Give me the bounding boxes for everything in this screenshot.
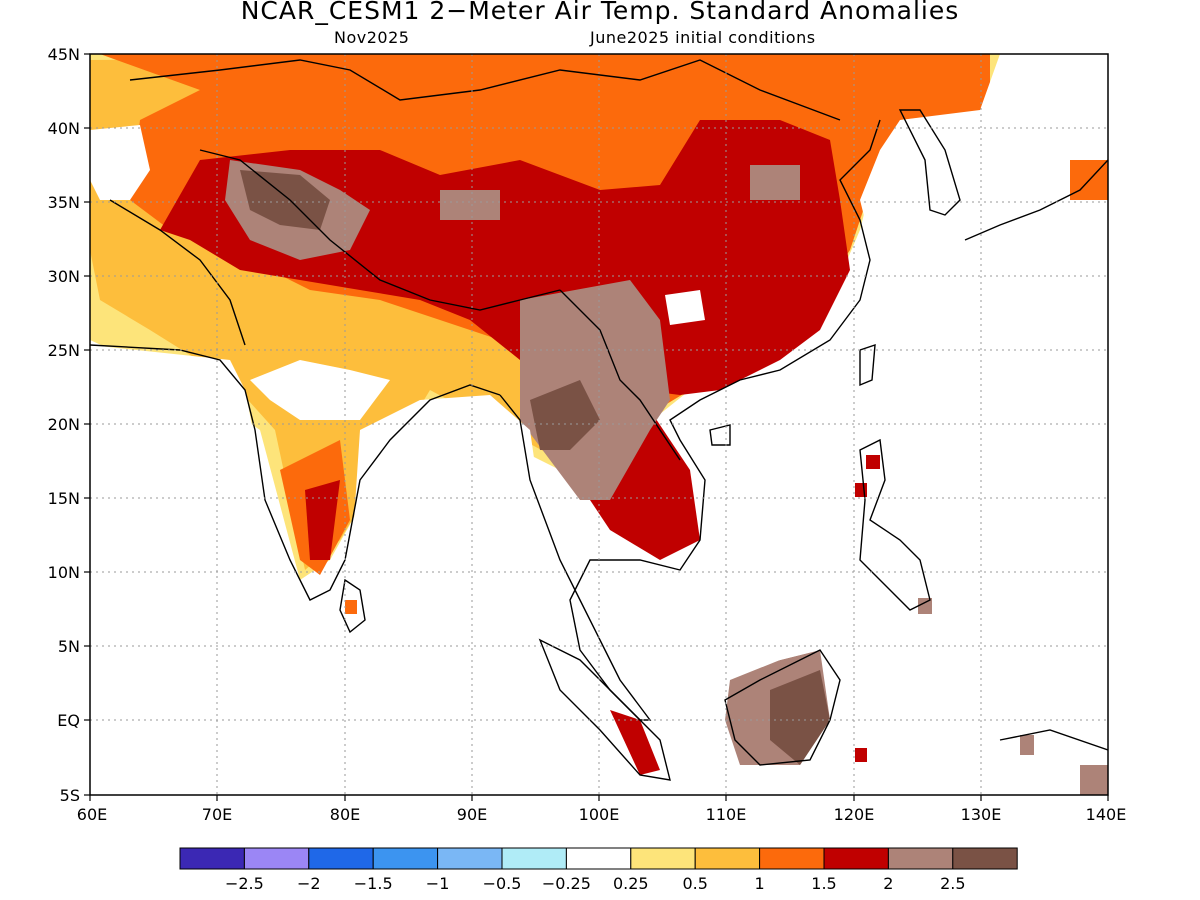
anomaly-cell-srilanka xyxy=(345,600,357,614)
colorbar-box-7 xyxy=(565,847,632,870)
coastline-korea xyxy=(898,109,961,216)
anomaly-region-light-brown-china xyxy=(750,165,800,200)
initial-conditions: June2025 initial conditions xyxy=(590,28,816,47)
ocean-mask-south-china-sea xyxy=(690,380,880,670)
anomaly-cell-sulawesi xyxy=(855,748,867,762)
colorbar xyxy=(179,847,1018,870)
coastline-india xyxy=(90,344,501,601)
forecast-month: Nov2025 xyxy=(334,28,410,47)
lat-label-30n: 30N xyxy=(48,267,80,286)
colorbar-label-1: −2.5 xyxy=(225,874,264,893)
colorbar-box-5 xyxy=(437,847,503,870)
lat-label-45n: 45N xyxy=(48,45,80,64)
lat-label-5n: 5N xyxy=(58,637,80,656)
ocean-mask-arabian-sea xyxy=(90,345,310,600)
lat-label-35n: 35N xyxy=(48,193,80,212)
coastline-philippines xyxy=(859,438,931,611)
map-title: NCAR_CESM1 2−Meter Air Temp. Standard An… xyxy=(240,0,960,25)
colorbar-label-10: 1.5 xyxy=(811,874,836,893)
anomaly-field xyxy=(90,54,1108,795)
anomaly-region-dark-brown xyxy=(240,170,330,230)
lon-label-80e: 80E xyxy=(330,805,360,824)
lon-axis-labels: 60E 70E 80E 90E 100E 110E 120E 130E 140E xyxy=(77,805,1127,824)
border-pakistan xyxy=(109,199,246,346)
colorbar-box-8 xyxy=(630,847,696,870)
colorbar-label-2: −2 xyxy=(297,874,321,893)
colorbar-box-4 xyxy=(372,847,439,870)
lat-label-25n: 25N xyxy=(48,341,80,360)
coastline-japan xyxy=(964,159,1108,241)
lat-label-15n: 15N xyxy=(48,489,80,508)
anomaly-region-white-china xyxy=(665,290,705,325)
colorbar-label-11: 2 xyxy=(883,874,893,893)
lon-label-90e: 90E xyxy=(457,805,487,824)
coastline-hainan xyxy=(709,424,731,446)
colorbar-box-11 xyxy=(823,847,889,870)
lon-label-60e: 60E xyxy=(77,805,107,824)
lat-axis-labels: 45N 40N 35N 30N 25N 20N 15N 10N 5N EQ 5S xyxy=(48,45,80,805)
colorbar-label-7: 0.25 xyxy=(613,874,649,893)
colorbar-box-3 xyxy=(308,847,374,870)
colorbar-label-6: −0.25 xyxy=(542,874,591,893)
colorbar-box-10 xyxy=(759,847,825,870)
colorbar-labels: −2.5 −2 −1.5 −1 −0.5 −0.25 0.25 0.5 1 1.… xyxy=(225,874,966,893)
tick-marks xyxy=(84,53,1109,801)
colorbar-box-2 xyxy=(243,847,310,870)
colorbar-label-9: 1 xyxy=(755,874,765,893)
lat-label-40n: 40N xyxy=(48,119,80,138)
anomaly-cell-mindanao xyxy=(918,598,932,614)
colorbar-label-8: 0.5 xyxy=(682,874,707,893)
lon-label-120e: 120E xyxy=(834,805,875,824)
coastline-taiwan xyxy=(859,343,876,387)
colorbar-label-4: −1 xyxy=(426,874,450,893)
lat-label-5s: 5S xyxy=(60,786,80,805)
coastline-indochina xyxy=(499,119,881,721)
colorbar-label-12: 2.5 xyxy=(940,874,965,893)
border-indochina xyxy=(559,289,681,461)
anomaly-cell-luzon xyxy=(866,455,880,469)
border-china-north xyxy=(129,59,841,121)
anomaly-cell-philippines xyxy=(855,483,867,497)
anomaly-region-dark-brown-indochina xyxy=(530,380,600,450)
coastline-sumatra xyxy=(538,638,671,781)
anomaly-region-white-west xyxy=(90,125,150,200)
lon-label-140e: 140E xyxy=(1086,805,1127,824)
colorbar-box-13 xyxy=(952,847,1018,870)
coastline-newguinea xyxy=(999,729,1108,751)
lon-label-70e: 70E xyxy=(202,805,232,824)
colorbar-box-12 xyxy=(887,847,954,870)
anomaly-region-light-brown-tibet xyxy=(440,190,500,220)
lat-label-10n: 10N xyxy=(48,563,80,582)
anomaly-region-red-sumatra xyxy=(610,710,660,775)
colorbar-box-9 xyxy=(694,847,761,870)
colorbar-label-5: −0.5 xyxy=(483,874,522,893)
anomaly-region-dark-brown-borneo xyxy=(770,670,830,765)
anomaly-region-red-india xyxy=(305,480,340,560)
gridlines xyxy=(90,54,1108,795)
lon-label-130e: 130E xyxy=(961,805,1002,824)
colorbar-box-1 xyxy=(179,847,245,870)
anomaly-region-white-india xyxy=(250,360,390,420)
coastline-borneo xyxy=(724,649,841,766)
lon-label-110e: 110E xyxy=(706,805,747,824)
lon-label-100e: 100E xyxy=(579,805,620,824)
border-himalaya xyxy=(199,149,561,311)
anomaly-cell-newguinea xyxy=(1020,735,1034,755)
coastline-srilanka xyxy=(339,578,366,634)
anomaly-cell-newguinea-east xyxy=(1080,765,1108,795)
colorbar-box-6 xyxy=(501,847,567,870)
colorbar-label-3: −1.5 xyxy=(354,874,393,893)
coastlines xyxy=(90,59,1108,781)
lat-label-eq: EQ xyxy=(57,711,80,730)
lat-label-20n: 20N xyxy=(48,415,80,434)
